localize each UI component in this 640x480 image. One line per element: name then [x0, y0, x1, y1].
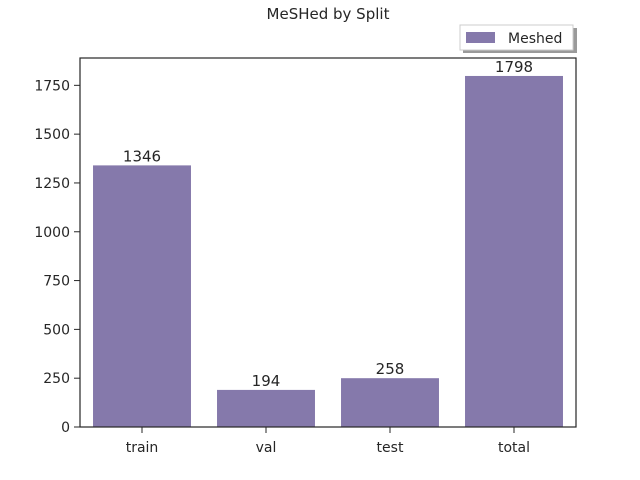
bar-train: [93, 165, 191, 427]
legend-swatch: [466, 32, 495, 43]
x-tick-label: total: [498, 440, 530, 456]
data-label-test: 258: [376, 360, 405, 378]
y-tick-label: 1500: [34, 127, 70, 143]
bar-test: [341, 378, 439, 427]
data-labels-group: 1346 194 258 1798: [123, 58, 533, 390]
x-tick-label: train: [126, 440, 159, 456]
y-tick-label: 750: [43, 274, 70, 290]
data-label-train: 1346: [123, 147, 161, 165]
legend-label: Meshed: [508, 31, 562, 47]
data-label-total: 1798: [495, 58, 533, 76]
x-tick-label: val: [256, 440, 277, 456]
y-tick-label: 1250: [34, 176, 70, 192]
y-tick-label: 500: [43, 322, 70, 338]
x-axis-ticks: train val test total: [126, 427, 530, 456]
bar-val: [217, 389, 315, 427]
chart-title: MeSHed by Split: [267, 5, 390, 23]
x-tick-label: test: [377, 440, 404, 456]
data-label-val: 194: [252, 372, 281, 390]
y-tick-label: 1000: [34, 225, 70, 241]
y-axis-ticks: 0 250 500 750 1000 1250 1500 1750: [34, 78, 80, 436]
plot-frame: [79, 57, 577, 428]
bar-total: [465, 75, 563, 427]
legend: Meshed: [459, 24, 577, 53]
y-tick-label: 0: [61, 420, 70, 436]
bars-group: [93, 75, 563, 427]
y-tick-label: 1750: [34, 78, 70, 94]
y-tick-label: 250: [43, 371, 70, 387]
